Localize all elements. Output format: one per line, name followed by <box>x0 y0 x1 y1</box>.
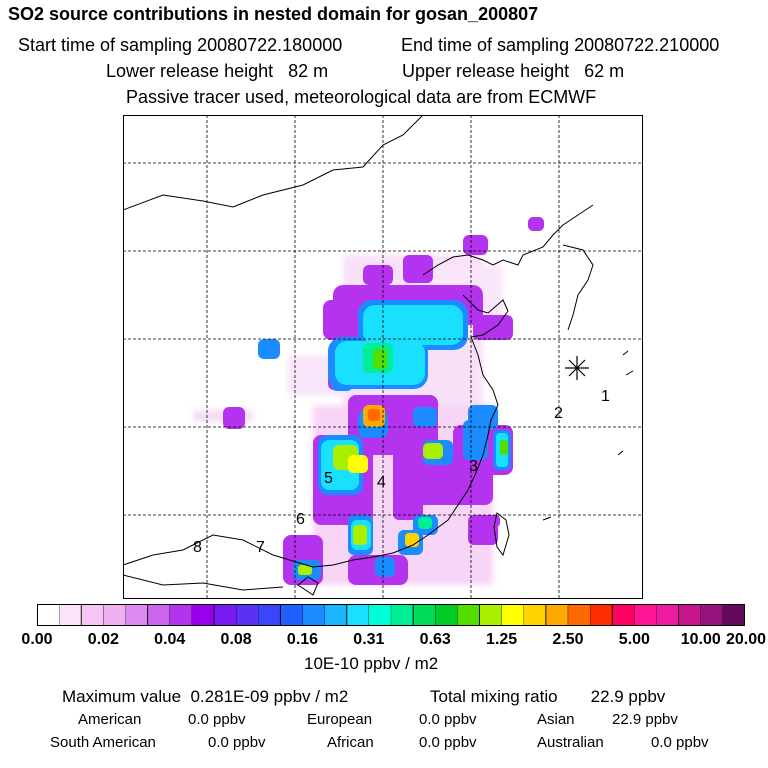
colorbar-cell <box>457 604 480 626</box>
colorbar-cell <box>169 604 193 626</box>
colorbar-tick-label: 0.04 <box>154 631 186 648</box>
region-label-1: 1 <box>601 388 610 405</box>
colorbar-tick-label: 0.08 <box>220 631 252 648</box>
colorbar-tick-label: 0.63 <box>419 631 451 648</box>
colorbar-cell <box>678 604 702 626</box>
colorbar-tick-label: 0.16 <box>286 631 319 648</box>
colorbar-tick-label: 20.00 <box>725 631 766 648</box>
region-label-3: 3 <box>469 458 478 475</box>
colorbar-frame <box>37 604 745 626</box>
end-time-label: End time of sampling 20080722.210000 <box>401 35 720 55</box>
colorbar-tick-label: 0.00 <box>21 631 53 648</box>
region-label-4: 4 <box>377 474 386 491</box>
colorbar-cell <box>567 604 591 626</box>
source-contribution-map: 1 2 3 4 5 6 7 8 <box>123 115 643 599</box>
region-name-asian: Asian <box>537 711 575 728</box>
colorbar-cell <box>722 604 745 626</box>
colorbar-cell <box>191 604 215 626</box>
region-value-australian: 0.0 ppbv <box>651 734 709 751</box>
region-name-australian: Australian <box>537 734 604 751</box>
max-value-label: Maximum value 0.281E-09 ppbv / m2 <box>62 687 349 706</box>
start-time-label: Start time of sampling 20080722.180000 <box>18 35 343 55</box>
region-value-south-american: 0.0 ppbv <box>208 734 266 751</box>
region-name-south-american: South American <box>50 734 156 751</box>
colorbar-tick-label: 10.00 <box>680 631 721 648</box>
colorbar-cell <box>545 604 569 626</box>
colorbar-cell <box>346 604 370 626</box>
region-value-african: 0.0 ppbv <box>419 734 477 751</box>
colorbar-cell <box>412 604 437 626</box>
region-label-7: 7 <box>256 539 265 556</box>
colorbar-cell <box>279 604 304 626</box>
receptor-star-icon <box>565 356 589 380</box>
map-frame <box>123 115 643 599</box>
region-label-2: 2 <box>554 405 563 422</box>
region-name-european: European <box>307 711 373 728</box>
colorbar-tick-label: 0.02 <box>87 631 119 648</box>
colorbar-cell <box>80 604 105 626</box>
region-value-european: 0.0 ppbv <box>419 711 477 728</box>
tracer-note: Passive tracer used, meteorological data… <box>126 87 597 107</box>
colorbar-tick-label: 0.31 <box>353 631 385 648</box>
region-name-african: African <box>327 734 374 751</box>
coastline <box>123 115 634 596</box>
colorbar-cell <box>302 604 326 626</box>
tracer-cells-peak <box>298 343 508 575</box>
colorbar-cell <box>479 604 503 626</box>
lower-height-label: Lower release height 82 m <box>106 61 329 81</box>
colorbar-cell <box>523 604 547 626</box>
colorbar-cell <box>324 604 348 626</box>
region-name-american: American <box>78 711 142 728</box>
colorbar-cell <box>700 604 724 626</box>
upper-height-label: Upper release height 62 m <box>402 61 625 81</box>
colorbar-tick-label: 5.00 <box>618 631 650 648</box>
colorbar-cell <box>125 604 149 626</box>
colorbar-cell <box>37 604 60 626</box>
colorbar-cell <box>435 604 458 626</box>
colorbar-cell <box>147 604 171 626</box>
region-value-asian: 22.9 ppbv <box>612 711 678 728</box>
colorbar-cell <box>611 604 636 626</box>
colorbar-cell <box>589 604 613 626</box>
colorbar-tick-label: 2.50 <box>552 631 584 648</box>
colorbar-cell <box>634 604 657 626</box>
colorbar-cell <box>58 604 82 626</box>
colorbar-cell <box>213 604 237 626</box>
colorbar-cell <box>368 604 392 626</box>
colorbar-cell <box>103 604 126 626</box>
colorbar-cell <box>235 604 259 626</box>
plot-title: SO2 source contributions in nested domai… <box>8 4 539 24</box>
region-label-5: 5 <box>324 470 333 487</box>
colorbar-cell <box>258 604 281 626</box>
colorbar-tick-label: 1.25 <box>486 631 518 648</box>
colorbar-cell <box>390 604 414 626</box>
region-label-6: 6 <box>296 511 305 528</box>
region-label-8: 8 <box>193 539 202 556</box>
colorbar <box>37 604 745 626</box>
total-mixing-label: Total mixing ratio 22.9 ppbv <box>430 687 666 706</box>
colorbar-cell <box>656 604 680 626</box>
region-value-american: 0.0 ppbv <box>188 711 246 728</box>
colorbar-units: 10E-10 ppbv / m2 <box>304 654 439 673</box>
colorbar-cell <box>501 604 525 626</box>
graticule <box>123 115 643 599</box>
